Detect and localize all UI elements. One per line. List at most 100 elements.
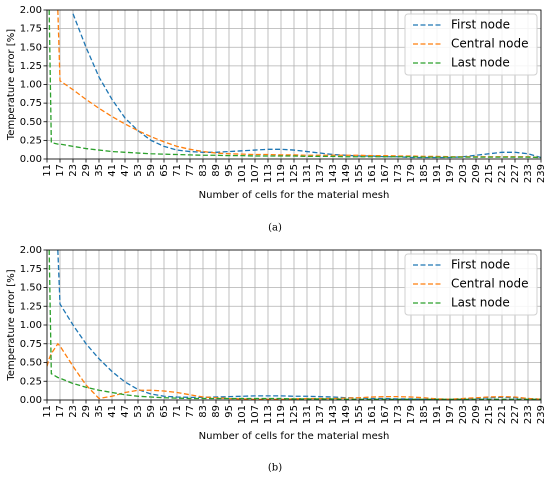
subplot: 11 17 23 29 35 41 47 53 59 65 71 77 83 89 95 101 107 113 1… — [6, 5, 547, 234]
x-tick-label: 29 — [81, 405, 92, 418]
series-line — [48, 10, 541, 159]
x-tick-label: 53 — [133, 405, 144, 418]
x-tick-label: 143 — [328, 164, 339, 183]
x-tick-label: 77 — [185, 164, 196, 177]
x-tick-label: 173 — [393, 405, 404, 424]
y-tick-label: 1.25 — [20, 61, 42, 72]
y-tick-label: 0.25 — [20, 376, 42, 387]
x-tick-label: 173 — [393, 164, 404, 183]
x-tick-label: 119 — [276, 164, 287, 183]
x-tick-label: 83 — [198, 164, 209, 177]
x-tick-label: 35 — [94, 164, 105, 177]
x-tick-label: 179 — [406, 164, 417, 183]
x-tick-label: 119 — [276, 405, 287, 424]
y-tick-label: 1.25 — [20, 301, 42, 312]
x-tick-label: 95 — [224, 405, 235, 418]
x-tick-label: 89 — [211, 164, 222, 177]
x-tick-label: 185 — [419, 164, 430, 183]
x-tick-label: 65 — [159, 405, 170, 418]
x-tick-label: 71 — [172, 405, 183, 418]
x-tick-label: 23 — [68, 164, 79, 177]
x-tick-label: 131 — [302, 164, 313, 183]
y-axis-label: Temperature error [%] — [6, 29, 17, 141]
axes-frame — [46, 249, 542, 401]
x-tick-label: 161 — [367, 405, 378, 424]
x-tick-label: 233 — [523, 164, 534, 183]
x-tick-label: 65 — [159, 164, 170, 177]
x-tick-label: 191 — [432, 164, 443, 183]
x-tick-label: 101 — [237, 405, 248, 424]
plot-area — [47, 250, 541, 400]
y-tick-label: 1.00 — [20, 80, 42, 91]
y-tick-label: 1.75 — [20, 24, 42, 35]
x-tick-label: 233 — [523, 405, 534, 424]
y-tick-label: 1.50 — [20, 42, 42, 53]
y-tick-label: 0.50 — [20, 117, 42, 128]
x-tick-label: 17 — [55, 405, 66, 418]
x-tick-label: 107 — [250, 164, 261, 183]
x-tick-label: 47 — [120, 164, 131, 177]
x-tick-label: 35 — [94, 405, 105, 418]
plot-area — [48, 10, 541, 159]
x-tick-label: 113 — [263, 164, 274, 183]
series-line — [47, 342, 541, 400]
y-tick-label: 0.50 — [20, 358, 42, 369]
x-tick-label: 113 — [263, 405, 274, 424]
legend-label: First node — [451, 18, 510, 32]
x-tick-label: 137 — [315, 405, 326, 424]
x-tick-label: 209 — [471, 164, 482, 183]
x-tick-label: 215 — [484, 164, 495, 183]
x-tick-label: 149 — [341, 164, 352, 183]
x-tick-label: 17 — [55, 164, 66, 177]
y-axis-label: Temperature error [%] — [6, 269, 17, 381]
x-tick-label: 83 — [198, 405, 209, 418]
x-tick-label: 11 — [42, 164, 53, 177]
x-tick-label: 155 — [354, 405, 365, 424]
x-tick-label: 167 — [380, 164, 391, 183]
y-tick-label: 1.00 — [20, 320, 42, 331]
legend-box — [404, 13, 538, 76]
x-tick-label: 11 — [42, 405, 53, 418]
x-tick-label: 125 — [289, 164, 300, 183]
x-tick-label: 197 — [445, 164, 456, 183]
x-tick-label: 155 — [354, 164, 365, 183]
x-tick-label: 191 — [432, 405, 443, 424]
x-tick-label: 59 — [146, 405, 157, 418]
x-tick-label: 29 — [81, 164, 92, 177]
x-tick-label: 107 — [250, 405, 261, 424]
x-tick-label: 179 — [406, 405, 417, 424]
x-tick-label: 41 — [107, 405, 118, 418]
legend: First node Central node Last node — [404, 253, 538, 316]
x-tick-label: 227 — [510, 405, 521, 424]
x-tick-label: 203 — [458, 164, 469, 183]
x-tick-label: 125 — [289, 405, 300, 424]
x-tick-label: 239 — [536, 405, 547, 424]
x-tick-label: 89 — [211, 405, 222, 418]
legend-box — [404, 253, 538, 316]
y-tick-label: 0.75 — [20, 339, 42, 350]
x-axis-label: Number of cells for the material mesh — [199, 190, 390, 201]
axes-frame — [46, 9, 542, 160]
x-tick-label: 161 — [367, 164, 378, 183]
x-tick-label: 59 — [146, 164, 157, 177]
x-tick-label: 215 — [484, 405, 495, 424]
series-line — [48, 250, 541, 400]
x-tick-label: 143 — [328, 405, 339, 424]
x-tick-label: 221 — [497, 164, 508, 183]
y-tick-label: 2.00 — [20, 245, 42, 256]
legend-label: Central node — [451, 37, 528, 51]
x-tick-label: 197 — [445, 405, 456, 424]
x-tick-label: 23 — [68, 405, 79, 418]
x-tick-label: 185 — [419, 405, 430, 424]
subplot: 11 17 23 29 35 41 47 53 59 65 71 77 83 89 95 101 107 113 1… — [6, 245, 547, 474]
x-tick-label: 71 — [172, 164, 183, 177]
caption: (b) — [268, 463, 282, 474]
legend-label: Central node — [451, 277, 528, 291]
x-tick-label: 227 — [510, 164, 521, 183]
y-tick-label: 1.75 — [20, 264, 42, 275]
x-tick-label: 101 — [237, 164, 248, 183]
y-tick-label: 0.75 — [20, 98, 42, 109]
x-tick-label: 77 — [185, 405, 196, 418]
legend-label: Last node — [451, 56, 510, 70]
